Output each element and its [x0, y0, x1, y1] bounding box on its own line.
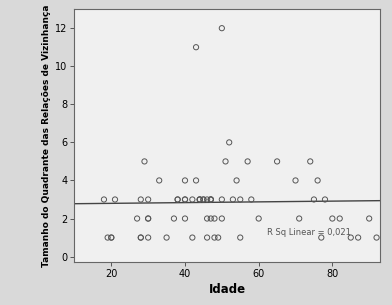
- Point: [174, 197, 181, 202]
- Point: [101, 197, 107, 202]
- Point: [230, 197, 236, 202]
- Point: [296, 216, 302, 221]
- Y-axis label: Tamanho do Quadrante das Relações de Vizinhança: Tamanho do Quadrante das Relações de Viz…: [42, 5, 51, 267]
- Point: [322, 197, 328, 202]
- Point: [222, 159, 229, 164]
- Point: [145, 216, 151, 221]
- Point: [145, 216, 151, 221]
- Point: [182, 216, 188, 221]
- Point: [193, 45, 199, 50]
- Point: [204, 197, 210, 202]
- Point: [211, 235, 218, 240]
- Point: [248, 197, 254, 202]
- Point: [237, 197, 243, 202]
- Point: [211, 216, 218, 221]
- X-axis label: Idade: Idade: [209, 283, 246, 296]
- Point: [329, 216, 336, 221]
- Point: [215, 235, 221, 240]
- Point: [163, 235, 170, 240]
- Point: [171, 216, 177, 221]
- Point: [374, 235, 380, 240]
- Point: [197, 197, 203, 202]
- Point: [208, 197, 214, 202]
- Point: [193, 178, 199, 183]
- Point: [274, 159, 280, 164]
- Point: [112, 197, 118, 202]
- Point: [348, 235, 354, 240]
- Point: [138, 197, 144, 202]
- Point: [138, 235, 144, 240]
- Point: [219, 216, 225, 221]
- Point: [256, 216, 262, 221]
- Point: [156, 178, 162, 183]
- Point: [366, 216, 372, 221]
- Point: [226, 140, 232, 145]
- Point: [142, 159, 148, 164]
- Point: [355, 235, 361, 240]
- Point: [189, 235, 196, 240]
- Point: [311, 197, 317, 202]
- Point: [138, 235, 144, 240]
- Point: [337, 216, 343, 221]
- Point: [200, 197, 207, 202]
- Point: [182, 197, 188, 202]
- Point: [245, 159, 251, 164]
- Point: [208, 197, 214, 202]
- Point: [108, 235, 114, 240]
- Point: [105, 235, 111, 240]
- Point: [145, 197, 151, 202]
- Point: [292, 178, 299, 183]
- Point: [182, 178, 188, 183]
- Point: [174, 197, 181, 202]
- Point: [318, 235, 325, 240]
- Point: [219, 197, 225, 202]
- Point: [204, 216, 210, 221]
- Point: [208, 197, 214, 202]
- Point: [200, 197, 207, 202]
- Point: [233, 178, 240, 183]
- Point: [189, 197, 196, 202]
- Point: [219, 26, 225, 30]
- Point: [197, 197, 203, 202]
- Point: [314, 178, 321, 183]
- Point: [237, 235, 243, 240]
- Point: [197, 197, 203, 202]
- Point: [204, 235, 210, 240]
- Point: [134, 216, 140, 221]
- Point: [208, 216, 214, 221]
- Point: [145, 235, 151, 240]
- Point: [307, 159, 313, 164]
- Point: [108, 235, 114, 240]
- Point: [182, 197, 188, 202]
- Text: R Sq Linear = 0,021: R Sq Linear = 0,021: [267, 228, 351, 237]
